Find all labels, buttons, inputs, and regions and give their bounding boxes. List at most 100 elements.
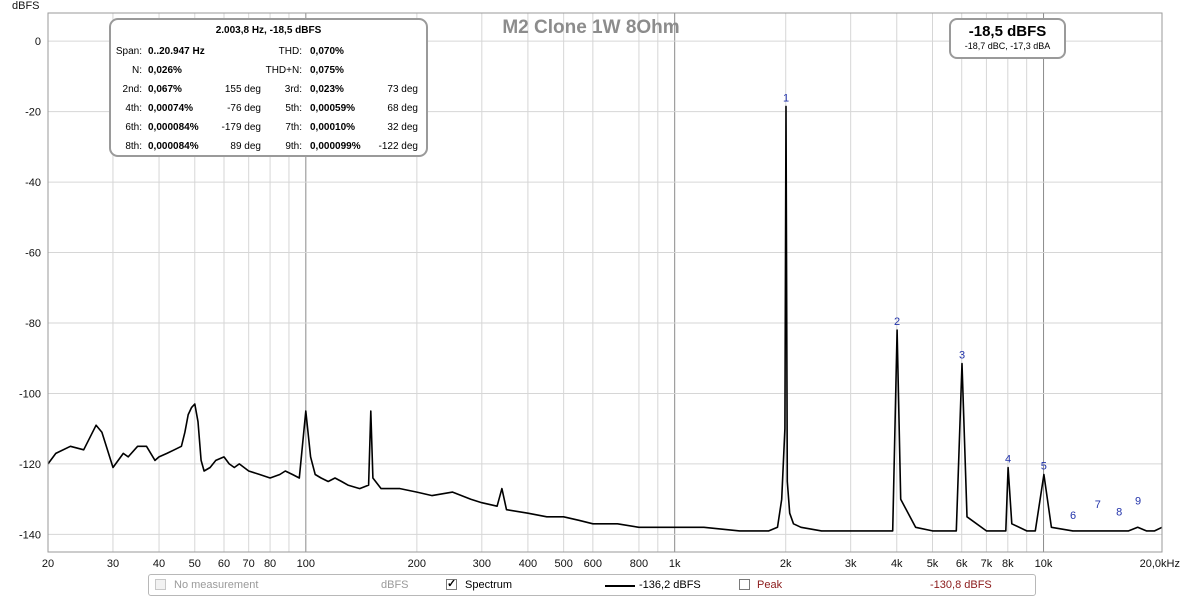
no-measurement-unit: dBFS (381, 579, 409, 591)
harmonic-percent: 0,00010% (310, 122, 356, 133)
chart-title: M2 Clone 1W 8Ohm (502, 17, 679, 38)
level-readout[interactable]: -18,5 dBFS -18,7 dBC, -17,3 dBA (949, 18, 1066, 59)
peak-value: -130,8 dBFS (930, 579, 992, 591)
panel-harmonic-row: 6th: 0,000084% -179 deg 7th: 0,00010% 32 deg (111, 122, 426, 136)
harmonic-phase: -76 deg (227, 103, 261, 114)
x-tick-label: 800 (630, 558, 648, 570)
harmonic-percent: 0,000084% (148, 141, 199, 152)
harmonic-label: 1 (783, 92, 789, 104)
span-label: Span: (115, 46, 142, 57)
peak-label: Peak (757, 579, 783, 591)
x-tick-label: 100 (297, 558, 315, 570)
x-tick-label: 600 (584, 558, 602, 570)
harmonic-phase: 89 deg (230, 141, 261, 152)
panel-row-span: Span: 0..20.947 Hz THD: 0,070% (111, 46, 426, 60)
level-sub: -18,7 dBC, -17,3 dBA (964, 41, 1051, 51)
spectrum-line-swatch (605, 585, 635, 587)
x-tick-label: 500 (554, 558, 572, 570)
x-tick-label: 5k (927, 558, 939, 570)
legend-bar: No measurement dBFS ✓ Spectrum -136,2 dB… (148, 574, 1036, 596)
span-value: 0..20.947 Hz (148, 46, 205, 57)
harmonic-label: 9 (1135, 496, 1141, 508)
harmonic-percent: 0,023% (310, 84, 344, 95)
spectrum-label: Spectrum (465, 579, 513, 591)
x-tick-label: 10k (1035, 558, 1053, 570)
harmonic-label: 7 (1095, 499, 1101, 511)
check-icon: ✓ (447, 578, 457, 590)
panel-harmonic-row: 8th: 0,000084% 89 deg 9th: 0,000099% -122 deg (111, 141, 426, 155)
distortion-panel[interactable]: 2.003,8 Hz, -18,5 dBFS Span: 0..20.947 H… (109, 18, 428, 157)
harmonic-label: 3 (959, 350, 965, 362)
peak-checkbox[interactable] (739, 579, 750, 590)
harmonic-label: 5 (1041, 460, 1047, 472)
harmonic-label: 6 (1070, 510, 1076, 522)
harmonic-percent: 0,000084% (148, 122, 199, 133)
y-tick-label: -40 (25, 177, 41, 189)
y-tick-label: -20 (25, 107, 41, 119)
harmonic-phase: -122 deg (378, 141, 418, 152)
harmonic-order-label: 5th: (285, 103, 302, 114)
harmonic-order-label: 8th: (125, 141, 142, 152)
level-main: -18,5 dBFS (968, 23, 1047, 40)
x-tick-label: 200 (408, 558, 426, 570)
harmonic-phase: 32 deg (387, 122, 418, 133)
x-tick-label: 300 (473, 558, 491, 570)
harmonic-order-label: 9th: (285, 141, 302, 152)
harmonic-label: 2 (894, 316, 900, 328)
harmonic-phase: 155 deg (224, 84, 261, 95)
harmonic-order-label: 7th: (285, 122, 302, 133)
panel-row-noise: N: 0,026% THD+N: 0,075% (111, 65, 426, 79)
y-axis-label: dBFS (12, 0, 40, 12)
x-axis-ticks: 20 30 40 50 60 70 80 100 200 300 400 500 600 800 1k 2k 3… (42, 558, 1180, 570)
x-tick-label: 4k (891, 558, 903, 570)
harmonic-order-label: 3rd: (284, 84, 302, 95)
plot-frame (47, 12, 1163, 553)
x-tick-label: 1k (669, 558, 681, 570)
harmonic-percent: 0,067% (148, 84, 182, 95)
spectrum-checkbox[interactable]: ✓ (446, 579, 457, 590)
no-measurement-label: No measurement (174, 579, 259, 591)
panel-header: 2.003,8 Hz, -18,5 dBFS (215, 25, 322, 36)
x-tick-label: 80 (264, 558, 276, 570)
no-measurement-checkbox[interactable] (155, 579, 166, 590)
harmonic-percent: 0,000099% (310, 141, 361, 152)
x-tick-label: 400 (519, 558, 537, 570)
harmonic-phase: -179 deg (221, 122, 261, 133)
x-tick-label: 70 (243, 558, 255, 570)
x-tick-label: 20,0kHz (1140, 558, 1180, 570)
y-tick-label: -80 (25, 318, 41, 330)
x-tick-label: 20 (42, 558, 54, 570)
y-tick-label: -100 (19, 388, 41, 400)
thd-value: 0,070% (310, 46, 344, 57)
harmonic-label: 8 (1116, 506, 1122, 518)
harmonic-labels: 1 2 3 4 5 6 7 8 9 (783, 92, 1141, 521)
x-tick-label: 50 (189, 558, 201, 570)
series-group (47, 105, 1163, 532)
harmonic-order-label: 4th: (125, 103, 142, 114)
panel-harmonic-row: 2nd: 0,067% 155 deg 3rd: 0,023% 73 deg (111, 84, 426, 98)
harmonic-percent: 0,00059% (310, 103, 356, 114)
x-tick-label: 40 (153, 558, 165, 570)
harmonic-percent: 0,00074% (148, 103, 194, 114)
x-tick-label: 30 (107, 558, 119, 570)
n-value: 0,026% (148, 65, 182, 76)
y-tick-label: -120 (19, 459, 41, 471)
thdn-label: THD+N: (265, 65, 302, 76)
x-tick-label: 60 (218, 558, 230, 570)
harmonic-label: 4 (1005, 453, 1011, 465)
harmonic-order-label: 6th: (125, 122, 142, 133)
x-tick-label: 8k (1002, 558, 1014, 570)
harmonic-phase: 73 deg (387, 84, 418, 95)
x-tick-label: 2k (780, 558, 792, 570)
spectrum-line (47, 105, 1163, 532)
x-tick-label: 6k (956, 558, 968, 570)
y-tick-label: -140 (19, 529, 41, 541)
panel-harmonic-row: 4th: 0,00074% -76 deg 5th: 0,00059% 68 deg (111, 103, 426, 117)
n-label: N: (132, 65, 142, 76)
thd-label: THD: (278, 46, 302, 57)
x-tick-label: 7k (981, 558, 993, 570)
thdn-value: 0,075% (310, 65, 344, 76)
x-tick-label: 3k (845, 558, 857, 570)
harmonic-phase: 68 deg (387, 103, 418, 114)
y-tick-label: -60 (25, 248, 41, 260)
